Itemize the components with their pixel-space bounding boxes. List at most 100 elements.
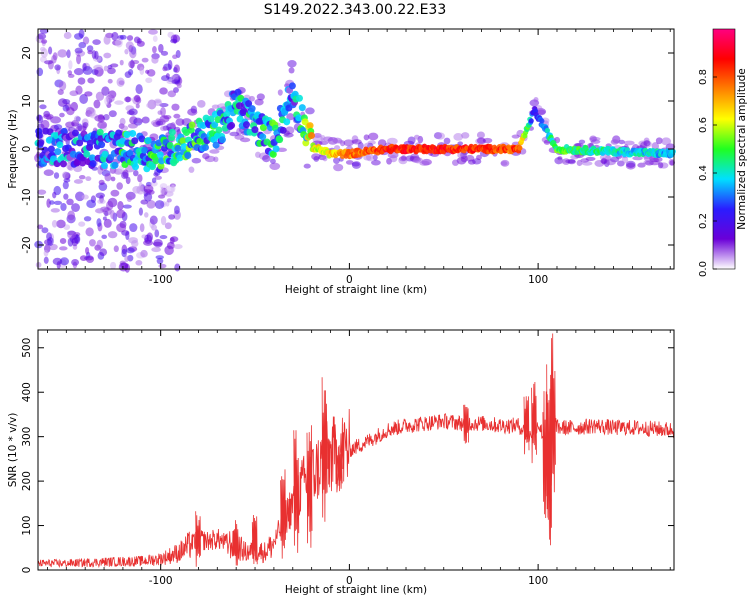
spectrogram-noise-blob	[159, 235, 168, 240]
spectrogram-noise-blob	[43, 249, 49, 257]
spectrogram-noise-blob	[66, 49, 71, 59]
spectrogram-noise-blob	[103, 35, 111, 45]
spectrogram-noise-blob	[122, 204, 132, 209]
spectrogram-x-tick-label: 100	[528, 274, 548, 286]
spectrogram-noise-blob	[44, 60, 53, 65]
spectrogram-noise-blob	[158, 43, 164, 53]
spectrogram-noise-blob	[78, 29, 85, 39]
spectrogram-halo-blob	[333, 163, 344, 172]
spectrogram-noise-blob	[59, 246, 68, 251]
spectrogram-halo-blob	[127, 123, 138, 129]
spectrogram-ridge-blob	[132, 163, 140, 171]
spectrogram-noise-blob	[66, 198, 74, 206]
snr-x-tick-label: -100	[149, 575, 173, 587]
spectrogram-ridge-blob	[248, 105, 256, 113]
spectrogram-noise-blob	[153, 172, 159, 177]
spectrogram-ridge-blob	[212, 141, 220, 149]
spectrogram-halo-blob	[400, 155, 407, 161]
spectrogram-halo-blob	[476, 131, 485, 139]
spectrogram-ridge-blob	[98, 141, 106, 149]
spectrogram-noise-blob	[57, 98, 68, 107]
spectrogram-halo-blob	[311, 153, 321, 161]
spectrogram-ridge-blob	[295, 114, 303, 122]
spectrogram-noise-blob	[56, 219, 66, 229]
spectrogram-noise-blob	[113, 245, 119, 253]
snr-y-tick-label: 0	[21, 567, 33, 574]
spectrogram-halo-blob	[59, 112, 65, 118]
spectrogram-halo-blob	[229, 131, 240, 137]
colorbar-tick-label: 0.8	[698, 69, 709, 85]
spectrogram-noise-blob	[87, 77, 95, 84]
spectrogram-ridge-blob	[251, 126, 259, 134]
spectrogram-noise-blob	[162, 66, 168, 72]
spectrogram-noise-blob	[107, 78, 113, 84]
spectrogram-noise-blob	[176, 83, 182, 89]
spectrogram-noise-blob	[87, 50, 93, 55]
spectrogram-y-tick-label: 20	[21, 46, 33, 59]
spectrogram-ridge-blob	[306, 122, 314, 130]
spectrogram-noise-blob	[63, 193, 69, 200]
spectrogram-ridge-blob	[126, 149, 134, 157]
spectrogram-noise-blob	[160, 186, 165, 197]
spectrogram-noise-blob	[34, 240, 44, 249]
spectrogram-noise-blob	[149, 215, 158, 225]
spectrogram-noise-blob	[93, 99, 101, 109]
spectrogram-halo-blob	[190, 105, 198, 114]
spectrogram-noise-blob	[118, 80, 125, 86]
spectrogram-noise-blob	[82, 36, 90, 45]
spectrogram-noise-blob	[39, 104, 47, 110]
spectrogram-noise-blob	[85, 227, 94, 237]
spectrogram-ridge-blob	[45, 136, 53, 144]
spectrogram-halo-blob	[303, 163, 311, 169]
spectrogram-ridge-blob	[283, 118, 291, 126]
spectrogram-noise-blob	[128, 60, 136, 69]
spectrogram-noise-blob	[167, 90, 177, 98]
spectrogram-noise-blob	[143, 192, 153, 202]
spectrogram-ridge-blob	[234, 88, 242, 96]
snr-spike	[321, 377, 328, 522]
spectrogram-ridge-blob	[37, 139, 45, 147]
spectrogram-ridge-blob	[228, 121, 236, 129]
spectrogram-noise-blob	[159, 87, 168, 95]
spectrogram-noise-blob	[82, 63, 87, 71]
spectrogram-noise-blob	[146, 102, 154, 109]
spectrogram-y-tick-label: -10	[21, 188, 33, 205]
spectrogram-noise-blob	[110, 176, 116, 182]
snr-spike	[531, 381, 537, 464]
snr-spike	[306, 425, 313, 548]
spectrogram-noise-blob	[103, 218, 112, 228]
spectrogram-halo-blob	[283, 132, 294, 138]
spectrogram-noise-blob	[151, 56, 159, 64]
spectrogram-ridge-blob	[123, 131, 131, 139]
spectrogram-halo-blob	[149, 133, 159, 141]
spectrogram-noise-blob	[86, 199, 97, 209]
spectrogram-ridge-blob	[96, 128, 104, 136]
spectrogram-noise-blob	[85, 246, 90, 255]
spectrogram-noise-blob	[135, 84, 143, 95]
spectrogram-noise-blob	[51, 219, 58, 228]
spectrogram-noise-blob	[143, 239, 153, 246]
spectrogram-ridge-blob	[245, 100, 253, 108]
spectrogram-halo-blob	[351, 139, 362, 145]
spectrogram-noise-blob	[164, 222, 172, 230]
spectrogram-noise-blob	[156, 257, 164, 265]
spectrogram-ridge-blob	[259, 124, 267, 132]
spectrogram-noise-blob	[171, 103, 180, 111]
spectrogram-noise-blob	[40, 119, 50, 130]
spectrogram-ridge-blob	[111, 161, 119, 169]
spectrogram-halo-blob	[174, 126, 181, 132]
spectrogram-ridge-blob	[295, 94, 303, 102]
spectrogram-noise-blob	[103, 52, 112, 59]
snr-spike	[233, 520, 239, 566]
spectrogram-noise-blob	[85, 255, 95, 264]
spectrogram-halo-blob	[345, 160, 354, 165]
spectrogram-noise-blob	[124, 263, 131, 273]
snr-y-tick-label: 400	[21, 382, 33, 402]
spectrogram-noise-blob	[148, 29, 158, 35]
spectrogram-halo-blob	[371, 159, 381, 166]
spectrogram-noise-blob	[137, 174, 143, 183]
spectrogram-halo-blob	[637, 162, 646, 168]
spectrogram-ridge-blob	[101, 150, 109, 158]
